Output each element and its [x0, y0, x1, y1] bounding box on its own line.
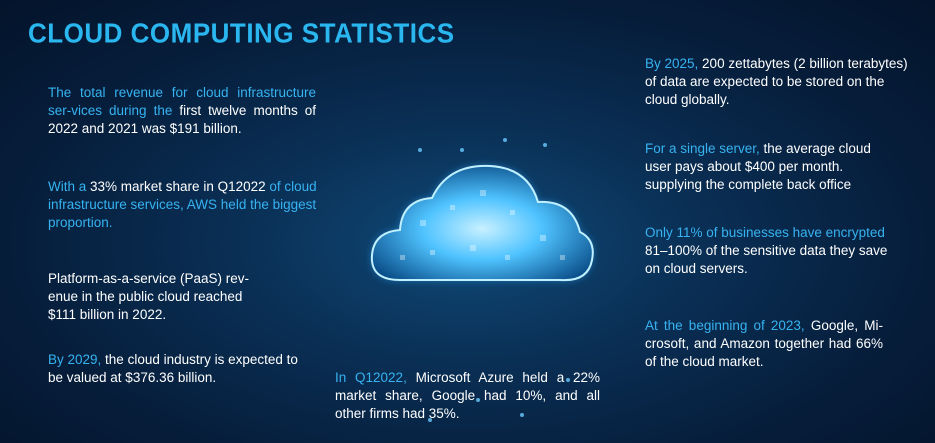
stat-aws-share: With a 33% market share in Q12022 of clo… — [48, 179, 317, 230]
stat-industry-2029: By 2029, the cloud industry is expected … — [48, 352, 298, 385]
stat-revenue-2022: The total revenue for cloud infrastructu… — [48, 85, 316, 136]
stat-market-2023: At the beginning of 2023, Google, Mi-cro… — [645, 318, 883, 369]
page-title: CLOUD COMPUTING STATISTICS — [28, 17, 455, 49]
stat-zettabytes-2025: By 2025, 200 zettabytes (2 billion terab… — [645, 56, 908, 107]
stat-server-cost: For a single server, the average cloud u… — [645, 141, 871, 192]
stat-azure-share: In Q12022, Microsoft Azure held a 22% ma… — [335, 370, 600, 421]
stat-paas-revenue: Platform-as-a-service (PaaS) rev-enue in… — [48, 271, 250, 322]
cloud-icon — [370, 164, 594, 282]
stat-encrypted-data: Only 11% of businesses have encrypted 81… — [645, 225, 888, 276]
